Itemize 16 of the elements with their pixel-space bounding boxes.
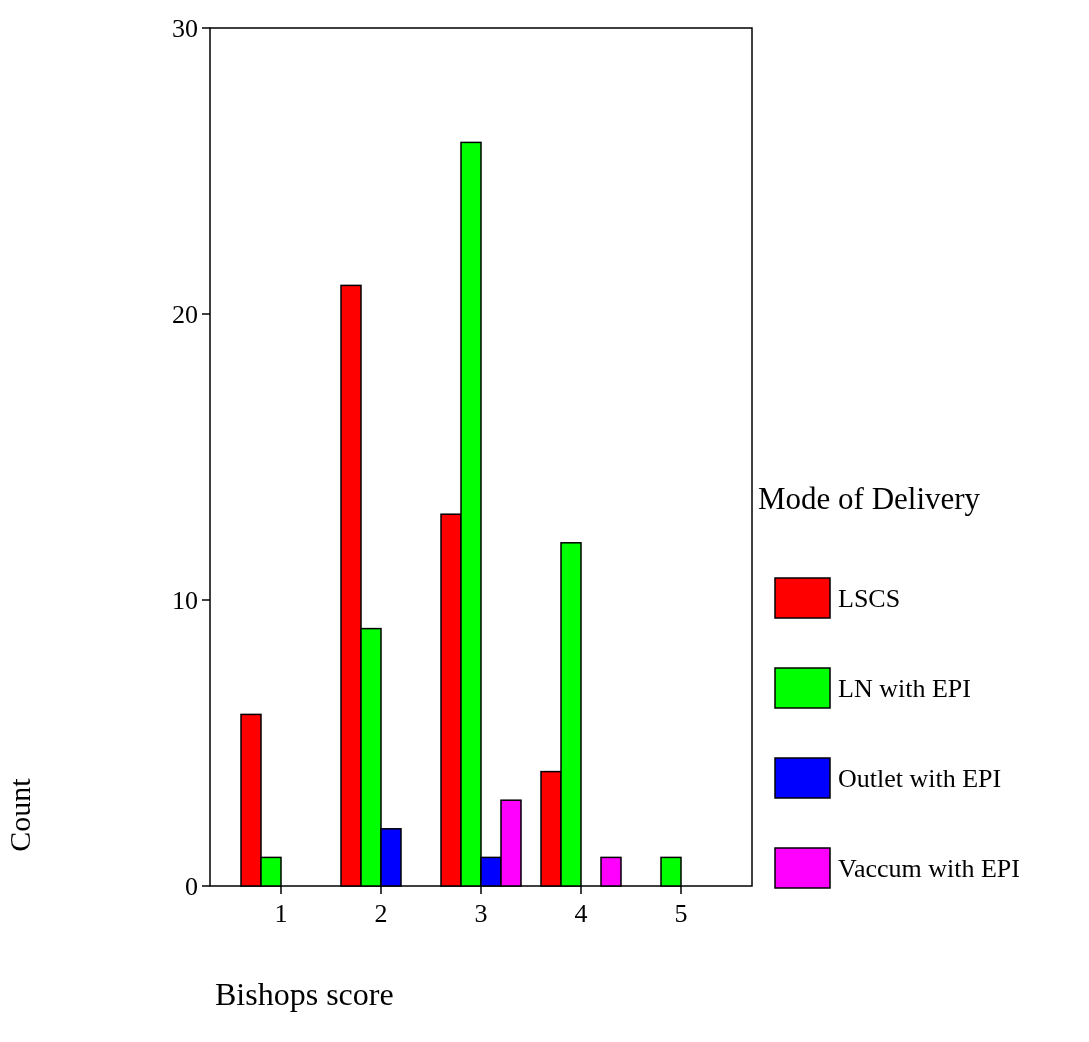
x-tick-label: 2: [374, 899, 388, 928]
x-tick-label: 4: [574, 899, 588, 928]
legend-label: LN with EPI: [838, 674, 971, 704]
x-tick-label: 5: [674, 899, 688, 928]
y-tick-label: 0: [185, 872, 198, 902]
legend-label: Vaccum with EPI: [838, 854, 1020, 884]
y-axis-title: Count: [3, 777, 36, 852]
x-tick-label: 1: [274, 899, 288, 928]
y-tick-label: 10: [172, 586, 198, 616]
legend-label: Outlet with EPI: [838, 764, 1002, 794]
x-axis-title: Bishops score: [215, 976, 394, 1012]
x-tick-label: 3: [474, 899, 488, 928]
legend-title: Mode of Delivery: [758, 480, 981, 516]
legend-label: LSCS: [838, 584, 901, 614]
y-tick-label: 20: [172, 300, 198, 330]
y-tick-label: 30: [172, 14, 198, 44]
